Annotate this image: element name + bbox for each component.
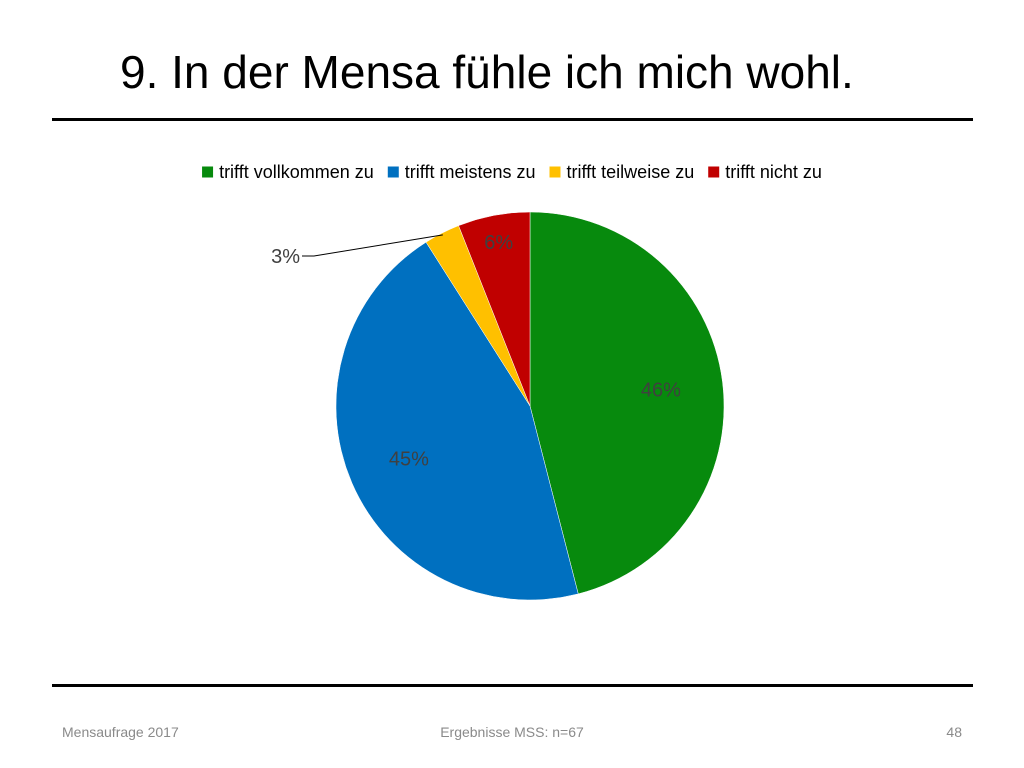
- data-label-trifft-vollkommen-zu: 46%: [641, 379, 681, 401]
- legend-swatch-trifft-teilweise-zu: [549, 166, 561, 178]
- legend-item-trifft-teilweise-zu: trifft teilweise zu: [549, 162, 695, 182]
- legend-swatch-trifft-nicht-zu: [708, 166, 720, 178]
- pie-data-labels: 46% 45% 3% 6%: [271, 232, 681, 470]
- legend-label-trifft-teilweise-zu: trifft teilweise zu: [567, 162, 695, 182]
- data-label-trifft-meistens-zu: 45%: [389, 448, 429, 470]
- footer-divider: [52, 684, 973, 687]
- footer-survey-name: Mensaufrage 2017: [62, 724, 179, 740]
- chart-legend: trifft vollkommen zu trifft meistens zu tr…: [202, 162, 822, 182]
- legend-label-trifft-vollkommen-zu: trifft vollkommen zu: [219, 162, 374, 182]
- data-label-trifft-teilweise-zu: 3%: [271, 246, 300, 268]
- title-divider: [52, 118, 973, 121]
- pie-chart: trifft vollkommen zu trifft meistens zu tr…: [202, 162, 822, 601]
- pie-slice-trifft-meistens-zu: [335, 241, 579, 601]
- legend-swatch-trifft-meistens-zu: [387, 166, 399, 178]
- legend-item-trifft-vollkommen-zu: trifft vollkommen zu: [202, 162, 374, 182]
- legend-item-trifft-nicht-zu: trifft nicht zu: [708, 162, 822, 182]
- slide-title: 9. In der Mensa fühle ich mich wohl.: [120, 46, 854, 98]
- pie-slice-trifft-nicht-zu: [458, 211, 531, 407]
- pie-slice-trifft-vollkommen-zu: [529, 211, 725, 595]
- footer-sample-info: Ergebnisse MSS: n=67: [440, 724, 584, 740]
- data-label-trifft-nicht-zu: 6%: [484, 232, 513, 254]
- pie-slices: [335, 211, 725, 601]
- leader-line-trifft-teilweise-zu: [302, 234, 443, 257]
- legend-label-trifft-nicht-zu: trifft nicht zu: [725, 162, 822, 182]
- legend-swatch-trifft-vollkommen-zu: [202, 166, 214, 178]
- legend-label-trifft-meistens-zu: trifft meistens zu: [405, 162, 536, 182]
- slide-number: 48: [946, 724, 962, 740]
- legend-item-trifft-meistens-zu: trifft meistens zu: [387, 162, 536, 182]
